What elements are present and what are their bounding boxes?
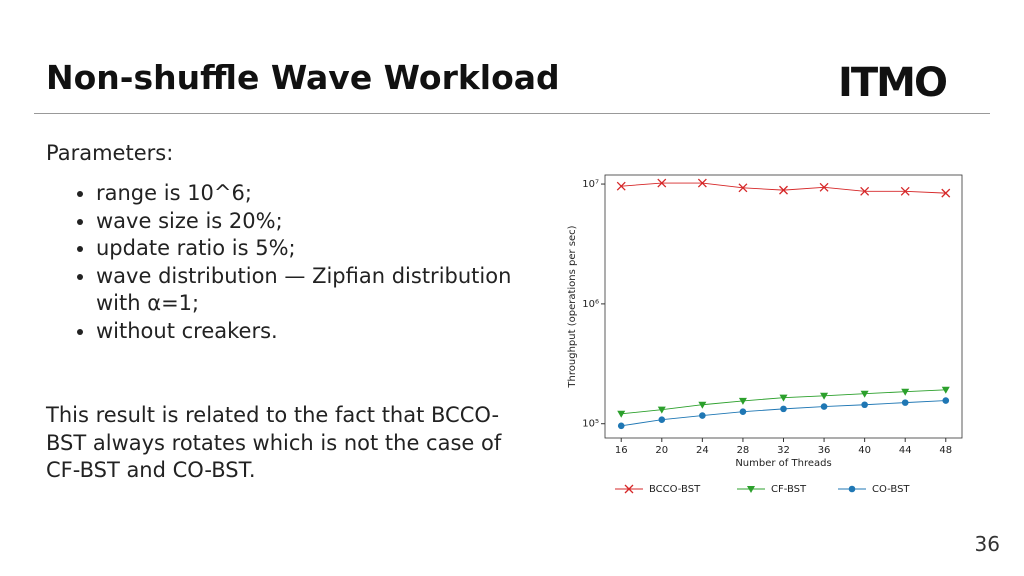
bullet-list: range is 10^6; wave size is 20%; update … (46, 180, 516, 345)
marker (848, 485, 856, 493)
y-tick-label: 10⁶ (582, 299, 599, 310)
marker (657, 406, 666, 414)
marker (779, 185, 788, 195)
intro: Parameters: (46, 141, 174, 165)
marker (624, 484, 634, 494)
bullet: range is 10^6; (96, 180, 516, 208)
bullet: wave distribution — Zipfian distribution… (96, 263, 516, 318)
marker (941, 386, 950, 394)
marker (941, 188, 951, 198)
marker (860, 390, 869, 398)
slide-title: Non-shuffle Wave Workload (46, 58, 560, 97)
marker (942, 397, 950, 404)
marker (820, 403, 828, 410)
x-tick-label: 20 (655, 445, 668, 456)
logo: ITMO (838, 60, 948, 106)
marker (657, 178, 667, 188)
legend-label: CF-BST (771, 484, 807, 495)
legend-label: BCCO-BST (649, 484, 701, 495)
page-number: 36 (974, 532, 1000, 556)
marker (739, 408, 747, 415)
series-line (621, 400, 946, 427)
legend-label: CO-BST (872, 484, 910, 495)
bullet: update ratio is 5%; (96, 235, 516, 263)
marker (779, 394, 788, 402)
marker (901, 388, 910, 396)
marker (780, 405, 787, 413)
x-tick-label: 44 (899, 445, 912, 456)
marker (617, 422, 625, 430)
divider (34, 113, 990, 114)
marker (738, 183, 748, 193)
marker (860, 186, 870, 196)
marker (820, 392, 829, 400)
series-line (621, 182, 946, 194)
y-tick-label: 10⁵ (582, 419, 599, 430)
marker (699, 412, 706, 419)
marker (861, 401, 868, 409)
x-tick-label: 28 (737, 445, 750, 456)
y-axis-label: Throughput (operations per sec) (567, 225, 578, 388)
bullet: wave size is 20%; (96, 208, 516, 236)
marker (616, 181, 626, 191)
marker (697, 178, 707, 188)
x-tick-label: 24 (696, 445, 709, 456)
bullet: without creakers. (96, 318, 516, 346)
x-tick-label: 36 (818, 445, 831, 456)
x-tick-label: 16 (615, 445, 628, 456)
marker (901, 399, 909, 406)
x-tick-label: 32 (777, 445, 790, 456)
marker (738, 397, 747, 405)
x-axis-label: Number of Threads (735, 458, 831, 469)
y-tick-label: 10⁷ (582, 179, 599, 190)
marker (900, 186, 910, 196)
marker (747, 486, 755, 493)
marker (658, 416, 666, 424)
marker (819, 182, 829, 192)
x-tick-label: 40 (858, 445, 871, 456)
marker (617, 410, 626, 418)
conclusion: This result is related to the fact that … (46, 403, 502, 482)
x-tick-label: 48 (939, 445, 952, 456)
marker (698, 401, 707, 409)
